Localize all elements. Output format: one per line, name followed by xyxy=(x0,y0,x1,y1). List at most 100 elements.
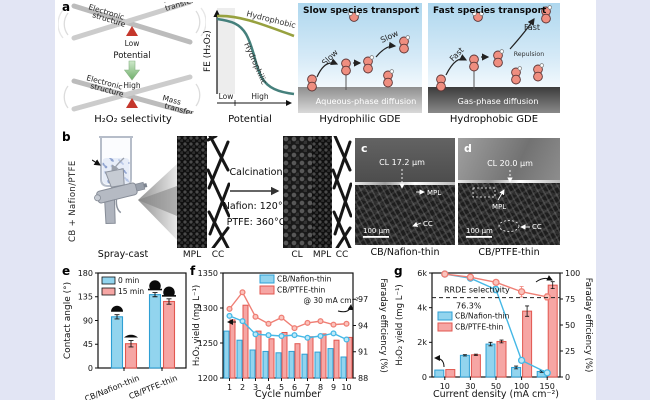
bar-CB/Nafion-thin-5 xyxy=(275,352,282,379)
marker-CB/PTFE-thin-5 xyxy=(278,314,285,321)
gde-structure-after xyxy=(283,136,352,248)
error-bar xyxy=(525,305,530,317)
bar-CB/PTFE-thin-3 xyxy=(255,330,262,379)
bar-15 min-CB/Nafion-thin xyxy=(124,343,138,369)
seesaw-top: Electronic structure Mass transfer xyxy=(58,2,206,45)
marker-CB/Nafion-thin-5 xyxy=(278,332,285,340)
transport-arrow xyxy=(509,18,535,50)
rrde-selectivity-label: RRDE selectivity xyxy=(444,286,510,295)
bar-CB/PTFE-thin-5 xyxy=(281,332,288,379)
cc-pointer-arrow xyxy=(412,221,422,227)
x-tick-label: 2 xyxy=(240,383,245,392)
y-axis-label-left: H₂O₂ yield (mg L⁻¹) xyxy=(192,285,202,366)
potential-label: Potential xyxy=(113,51,150,61)
fulcrum-triangle-icon xyxy=(126,98,138,108)
cycle-stability-chart: 1200 1250 1300 1350 88 91 94 97 1 2 3 4 5 6 7 8 9 10 Cycle… xyxy=(192,269,388,400)
layer-label-mpl: MPL xyxy=(312,250,332,260)
marker-CB/Nafion-thin-8 xyxy=(317,332,324,340)
right-axis-pointer-arrow xyxy=(535,275,553,283)
legend-label: 0 min xyxy=(118,276,140,285)
motion-arc-icon xyxy=(200,7,206,37)
gde-structure-before xyxy=(177,136,230,248)
marker-CB/Nafion-thin-3 xyxy=(252,331,259,338)
x-tick-label: 5 xyxy=(279,383,284,392)
x-tick-label: 4 xyxy=(266,383,271,392)
scalebar xyxy=(363,236,389,238)
y-tick-label: 90 xyxy=(83,316,93,325)
gde-panel-title: Fast species transport xyxy=(433,6,547,16)
seesaw-bar xyxy=(71,3,193,45)
o2-molecule-icon xyxy=(469,54,479,72)
fulcrum-triangle-icon xyxy=(126,26,138,36)
sem-annotations: c CL 17.2 μm MPL CC 100 μm xyxy=(361,142,441,238)
ink-label: CB + Nafion/PTFE xyxy=(68,160,78,242)
panel-a-caption-potential: Potential xyxy=(228,114,272,125)
cc-highlight-ellipse xyxy=(498,220,520,232)
sem-cl-seam xyxy=(355,182,455,185)
x-tick-label: 10 xyxy=(341,383,351,392)
mpl-pointer-arrow xyxy=(497,189,505,201)
carbon-cloth-layer xyxy=(207,136,230,248)
y-tick-label-right: 94 xyxy=(358,321,368,330)
marker-CB/PTFE-thin-100 xyxy=(517,288,526,296)
bar-CB/Nafion-thin-1 xyxy=(223,330,230,379)
mpl-highlight-box xyxy=(472,187,496,198)
panel-a-caption-hydrophilic: Hydrophilic GDE xyxy=(319,114,401,125)
bar-CB/PTFE-thin-6 xyxy=(294,343,301,379)
marker-CB/Nafion-thin-9 xyxy=(330,330,337,337)
low-region-label: Low xyxy=(219,92,234,101)
cc-annotation: CC xyxy=(532,223,542,231)
panel-a-caption-selectivity: H₂O₂ selectivity xyxy=(94,114,172,125)
seesaw-bar xyxy=(71,2,193,41)
y-axis-label-left: H₂O₂ yield (mg L⁻¹) xyxy=(395,284,405,365)
fast-label: Fast xyxy=(524,23,540,32)
legend-swatch xyxy=(101,287,116,296)
y-tick-label-left: 2k xyxy=(417,338,427,347)
legend-label: CB/PTFE-thin xyxy=(277,286,326,295)
spray-gun-icon xyxy=(94,168,148,225)
error-bar xyxy=(462,354,467,357)
o2-molecule-icon xyxy=(383,69,394,88)
error-bar xyxy=(550,281,555,289)
bar-CB/Nafion-thin-50 xyxy=(485,343,496,378)
transport-arrow xyxy=(375,41,397,58)
seesaw-schematic: Electronic structure Mass transfer Low P… xyxy=(58,2,206,114)
repulsion-label: Repulsion xyxy=(514,51,545,58)
panel-c-caption: CB/Nafion-thin xyxy=(370,247,440,258)
o2-molecule-icon xyxy=(511,66,522,85)
bar-15 min-CB/PTFE-thin xyxy=(162,300,176,369)
marker-CB/Nafion-thin-7 xyxy=(304,334,311,341)
panel-a-label: a xyxy=(62,0,71,14)
hydrophobic-gde-scene: Gas-phase diffusion Fast Fast Repulsion xyxy=(428,5,560,113)
hydrophilic-gde-panel: Slow species transport Aqueous-phase dif… xyxy=(298,3,422,113)
strip-label: Gas-phase diffusion xyxy=(458,96,539,106)
y-tick-label-right: 0 xyxy=(565,373,570,382)
o2-molecule-icon xyxy=(436,74,446,92)
spray-cone-core xyxy=(138,186,177,216)
panel-e-label: e xyxy=(62,264,71,278)
legend-label: CB/PTFE-thin xyxy=(455,323,504,332)
hydrophilic-curve-label: Hydrophilic xyxy=(242,41,269,86)
y-tick-label-left: 1350 xyxy=(198,269,218,278)
x-tick-label: 6 xyxy=(292,383,297,392)
x-tick-label: 30 xyxy=(465,382,475,391)
bar-CB/PTFE-thin-7 xyxy=(307,336,314,379)
marker-CB/Nafion-thin-6 xyxy=(291,332,298,339)
line-CB/PTFE-thin xyxy=(228,290,347,329)
gas-diffusion-strip xyxy=(428,87,560,113)
motion-arc-icon xyxy=(195,83,201,107)
x-axis-label: Cycle number xyxy=(255,389,321,400)
scalebar xyxy=(466,236,492,238)
error-bar xyxy=(514,365,519,370)
high-region-label: High xyxy=(251,92,268,101)
low-potential-region xyxy=(217,8,235,94)
marker-CB/PTFE-thin-10 xyxy=(343,320,350,327)
error-bar xyxy=(488,341,493,347)
y-tick-label-right: 100 xyxy=(565,269,580,278)
bar-CB/Nafion-thin-3 xyxy=(249,349,256,379)
cl-layer xyxy=(283,136,312,248)
panel-c-label: c xyxy=(361,142,368,155)
x-tick-label: 8 xyxy=(318,383,323,392)
transport-arrow xyxy=(316,58,339,78)
right-axis-pointer-arrow xyxy=(337,304,354,313)
